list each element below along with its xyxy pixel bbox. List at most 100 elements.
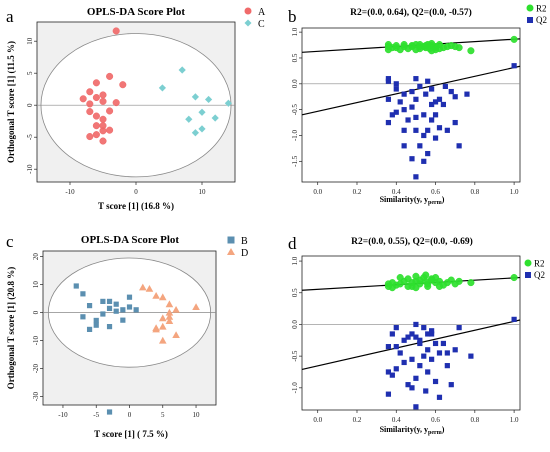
point-b (106, 324, 113, 330)
point-b (80, 314, 86, 320)
point-q2 (425, 150, 431, 157)
point-q2 (421, 353, 427, 359)
point-r2 (384, 40, 392, 49)
point-b (80, 291, 86, 297)
panel-d-title: R2=(0.0, 0.55), Q2=(0.0, -0.69) (351, 236, 473, 247)
y-tick-label: 0.5 (291, 53, 299, 62)
point-q2 (401, 143, 407, 149)
point-q2 (425, 78, 431, 84)
point-b (120, 317, 126, 323)
panel-c-letter: c (6, 232, 14, 251)
point-a (99, 97, 107, 105)
legend-q2-marker-icon (527, 17, 533, 23)
y-tick-label: 1.0 (291, 256, 299, 265)
point-q2 (417, 83, 423, 89)
point-q2 (432, 112, 439, 118)
point-b (93, 317, 99, 324)
point-b (100, 298, 106, 304)
point-q2 (429, 101, 435, 108)
point-q2 (432, 99, 439, 105)
point-a (92, 79, 100, 87)
point-a (92, 122, 100, 130)
point-a (86, 133, 94, 141)
point-q2 (401, 359, 407, 366)
panel-a: a OPLS-DA Score Plot -10 0 10 -10 -5 0 5 10 T s… (6, 6, 266, 211)
panel-c-legend: B D (227, 236, 248, 259)
x-tick-label: 0.0 (313, 188, 322, 196)
point-q2 (425, 331, 431, 337)
point-d (172, 306, 180, 313)
point-a (99, 115, 107, 123)
point-d (165, 313, 174, 320)
point-q2 (385, 78, 392, 84)
y-tick-label: 0.5 (291, 288, 299, 297)
point-a (86, 108, 94, 116)
x-tick-label: 1.0 (510, 188, 519, 196)
point-q2 (393, 109, 399, 115)
point-q2 (413, 375, 419, 381)
point-q2 (432, 340, 439, 347)
point-c (185, 115, 193, 123)
panel-d: d R2=(0.0, 0.55), Q2=(0.0, -0.69) 0.0 0.2… (288, 234, 545, 436)
point-r2 (396, 280, 404, 288)
point-q2 (452, 347, 458, 353)
legend-d-marker-icon (227, 248, 235, 255)
point-q2 (417, 340, 423, 347)
legend-d-label: D (241, 248, 248, 259)
point-q2 (429, 328, 435, 334)
point-c (158, 84, 166, 92)
panel-b-title: R2=(0.0, 0.64), Q2=(0.0, -0.57) (350, 7, 472, 18)
x-tick-label: 0.2 (353, 188, 362, 196)
x-tick-label: 1.0 (510, 416, 519, 424)
y-tick-label: -1.0 (291, 129, 299, 141)
point-d (139, 283, 147, 291)
point-q2 (440, 101, 447, 108)
point-r2 (412, 284, 420, 292)
legend-r2-label: R2 (536, 4, 547, 14)
panel-c-ticks: -10 -5 0 5 10 -30 -20 -10 0 10 20 (32, 253, 200, 419)
x-tick-label: 0.8 (470, 416, 479, 424)
point-r2 (416, 45, 424, 53)
panel-d-marks (384, 271, 518, 410)
point-b (106, 298, 113, 304)
x-tick-label: 0.6 (431, 188, 440, 196)
point-q2 (413, 76, 419, 82)
y-tick-label: -10 (32, 335, 40, 345)
y-tick-label: -0.5 (291, 104, 299, 116)
point-q2 (393, 366, 399, 372)
point-q2 (464, 91, 470, 97)
x-tick-label: 10 (199, 188, 207, 196)
x-tick-label: 0.4 (392, 416, 401, 424)
point-q2 (385, 119, 392, 126)
point-q2 (409, 156, 415, 162)
point-q2 (421, 325, 427, 331)
point-r2 (396, 273, 404, 282)
point-q2 (405, 117, 411, 123)
point-a (92, 93, 100, 102)
legend-c-label: C (258, 19, 265, 30)
point-b (126, 304, 133, 310)
point-q2 (442, 83, 448, 89)
point-r2 (428, 47, 436, 55)
legend-c-marker-icon (244, 19, 252, 27)
point-q2 (401, 91, 407, 97)
regression-line-q2 (301, 319, 521, 371)
x-tick-label: 10 (193, 411, 201, 419)
point-c (191, 129, 199, 137)
point-q2 (389, 331, 395, 337)
x-tick-label: 0.4 (392, 188, 401, 196)
panel-b-letter: b (288, 7, 297, 26)
legend-a-label: A (258, 7, 266, 18)
point-a (106, 107, 114, 115)
point-q2 (436, 350, 443, 356)
point-q2 (393, 81, 399, 87)
y-tick-label: 0 (32, 310, 40, 314)
point-q2 (511, 316, 517, 322)
point-a (79, 95, 87, 103)
y-tick-label: -20 (32, 363, 40, 373)
y-tick-label: -10 (26, 164, 34, 174)
panel-d-ticks: 0.0 0.2 0.4 0.6 0.8 1.0 -1.0 -0.5 0.0 0.5 1.0 (291, 256, 519, 424)
point-d (158, 293, 167, 301)
point-q2 (401, 107, 407, 113)
